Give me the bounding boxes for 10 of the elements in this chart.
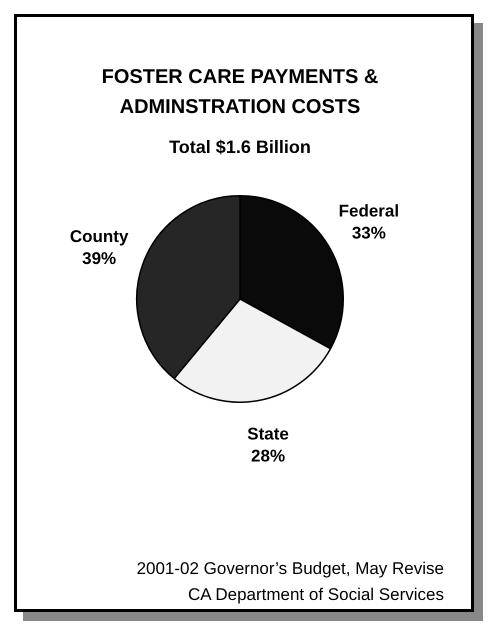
data-label: 33%: [352, 223, 386, 242]
chart-subtitle: Total $1.6 Billion: [168, 137, 312, 158]
chart-title: FOSTER CARE PAYMENTS & ADMINSTRATION COSTS: [100, 65, 380, 120]
slice-label: State: [247, 424, 289, 444]
slice-label: Federal: [338, 201, 400, 220]
text: 2001-02 Governor’s Budget, May Revise: [136, 558, 444, 580]
slice-label: County: [70, 226, 129, 246]
data-label: 39%: [82, 248, 116, 268]
data-label: 28%: [251, 446, 286, 466]
text: CA Department of Social Services: [186, 584, 444, 606]
